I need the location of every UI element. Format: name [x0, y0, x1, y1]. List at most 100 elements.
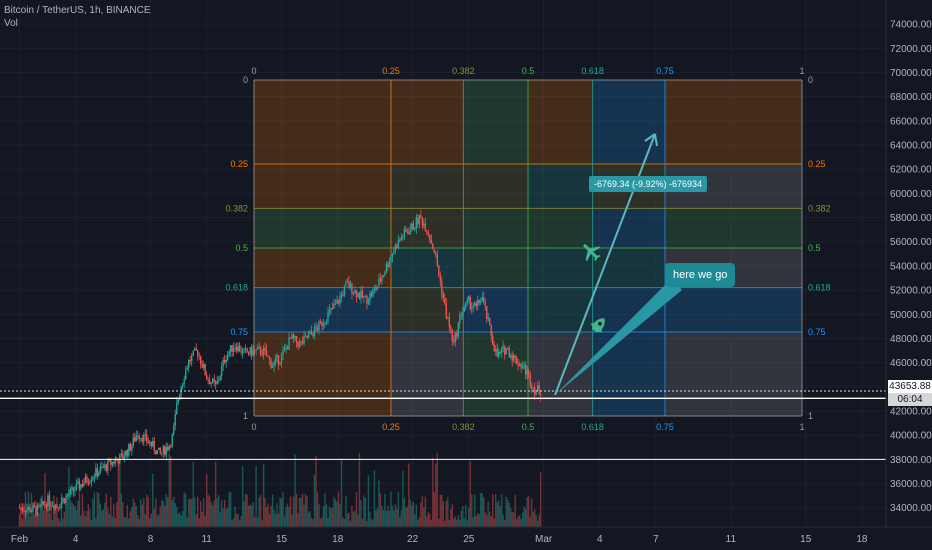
- volume-bar: [59, 520, 61, 527]
- fib-cell: [592, 332, 665, 416]
- volume-bar: [391, 506, 394, 527]
- candle-body: [510, 355, 512, 358]
- candle-body: [195, 348, 197, 351]
- candle-body: [325, 322, 328, 324]
- candle-body: [199, 356, 202, 364]
- symbol-title[interactable]: Bitcoin / TetherUS, 1h, BINANCE: [4, 5, 151, 16]
- volume-bar: [205, 474, 208, 527]
- volume-bar: [514, 494, 516, 527]
- volume-bar: [202, 498, 205, 527]
- volume-bar: [480, 492, 482, 527]
- volume-bar: [71, 501, 73, 527]
- candle-body: [418, 215, 421, 225]
- rocket-icon[interactable]: [586, 314, 610, 338]
- volume-bar: [86, 511, 88, 527]
- candle-body: [415, 217, 418, 229]
- volume-bar: [189, 498, 191, 527]
- callout-here-we-go[interactable]: here we go: [665, 263, 736, 287]
- candle-body: [378, 278, 380, 287]
- y-tick-label: 74000.00: [890, 20, 932, 31]
- candle-body: [137, 435, 139, 437]
- volume-bar: [493, 518, 495, 527]
- candle-body: [78, 481, 81, 489]
- candle-body: [349, 283, 352, 288]
- fib-cell: [463, 164, 528, 209]
- candle-body: [483, 297, 485, 302]
- volume-bar: [375, 510, 377, 527]
- candle-body: [376, 286, 379, 290]
- candle-body: [27, 507, 30, 510]
- x-tick-label: Mar: [535, 534, 553, 545]
- fib-cell: [592, 208, 665, 248]
- volume-bar: [113, 503, 115, 527]
- measure-label[interactable]: -6769.34 (-9.92%) -676934: [589, 176, 708, 192]
- candle-body: [352, 292, 355, 294]
- candle-body: [140, 437, 142, 439]
- candle-body: [234, 347, 236, 349]
- candle-body: [222, 359, 224, 367]
- fib-cell: [463, 80, 528, 164]
- fib-time-label-bottom: 0.25: [382, 422, 400, 432]
- volume-bar: [319, 518, 322, 527]
- candle-body: [267, 356, 269, 358]
- airplane-icon[interactable]: [580, 240, 604, 264]
- candle-body: [129, 443, 132, 451]
- candle-body: [207, 379, 209, 381]
- fib-time-label-top: 0: [251, 66, 256, 76]
- candle-body: [36, 505, 39, 515]
- candle-body: [186, 367, 188, 370]
- volume-bar: [23, 504, 25, 527]
- candle-body: [324, 322, 326, 324]
- volume-bar: [342, 517, 344, 527]
- candle-body: [337, 299, 340, 304]
- fib-cell: [528, 287, 593, 332]
- volume-label[interactable]: Vol: [4, 18, 18, 29]
- volume-bar: [442, 501, 445, 527]
- volume-bar: [306, 496, 308, 527]
- volume-bar: [439, 494, 442, 527]
- countdown-tag: 06:04: [888, 393, 932, 406]
- candle-body: [388, 262, 391, 268]
- volume-bar: [101, 510, 103, 527]
- volume-bar: [253, 516, 256, 527]
- volume-bar: [367, 475, 370, 527]
- candle-body: [527, 370, 530, 374]
- candle-body: [508, 348, 510, 358]
- candle-body: [161, 452, 163, 454]
- candle-body: [517, 364, 519, 367]
- candle-body: [116, 459, 118, 461]
- volume-bar: [424, 496, 427, 527]
- candle-body: [435, 253, 437, 255]
- volume-bar: [448, 519, 450, 527]
- volume-bar: [192, 461, 194, 527]
- volume-bar: [325, 503, 328, 527]
- candle-body: [108, 459, 111, 461]
- volume-bar: [128, 518, 130, 527]
- volume-bar: [349, 520, 352, 527]
- candle-body: [399, 239, 401, 241]
- candle-body: [110, 459, 112, 465]
- volume-bar: [454, 516, 456, 527]
- volume-bar: [351, 505, 353, 527]
- volume-bar: [373, 470, 376, 527]
- volume-bar: [295, 493, 298, 527]
- fib-level-label-right: 0.5: [808, 243, 821, 253]
- candle-body: [448, 317, 450, 327]
- volume-bar: [220, 500, 223, 527]
- candle-body: [141, 437, 143, 442]
- candle-body: [520, 364, 522, 369]
- volume-bar: [333, 496, 335, 527]
- candle-body: [47, 495, 49, 508]
- horizontal-lines[interactable]: [0, 390, 886, 460]
- fib-time-zone-overlay[interactable]: 0 0000.25 0.250.250.250.382 0.3820.3820.382…: [225, 66, 830, 432]
- volume-bar: [532, 511, 534, 527]
- callout-pointer: [555, 278, 682, 395]
- volume-bar: [445, 501, 448, 527]
- volume-bar: [536, 520, 539, 527]
- fib-level-label-left: 0.618: [225, 283, 248, 293]
- candle-body: [322, 323, 325, 326]
- volume-bar: [229, 491, 232, 527]
